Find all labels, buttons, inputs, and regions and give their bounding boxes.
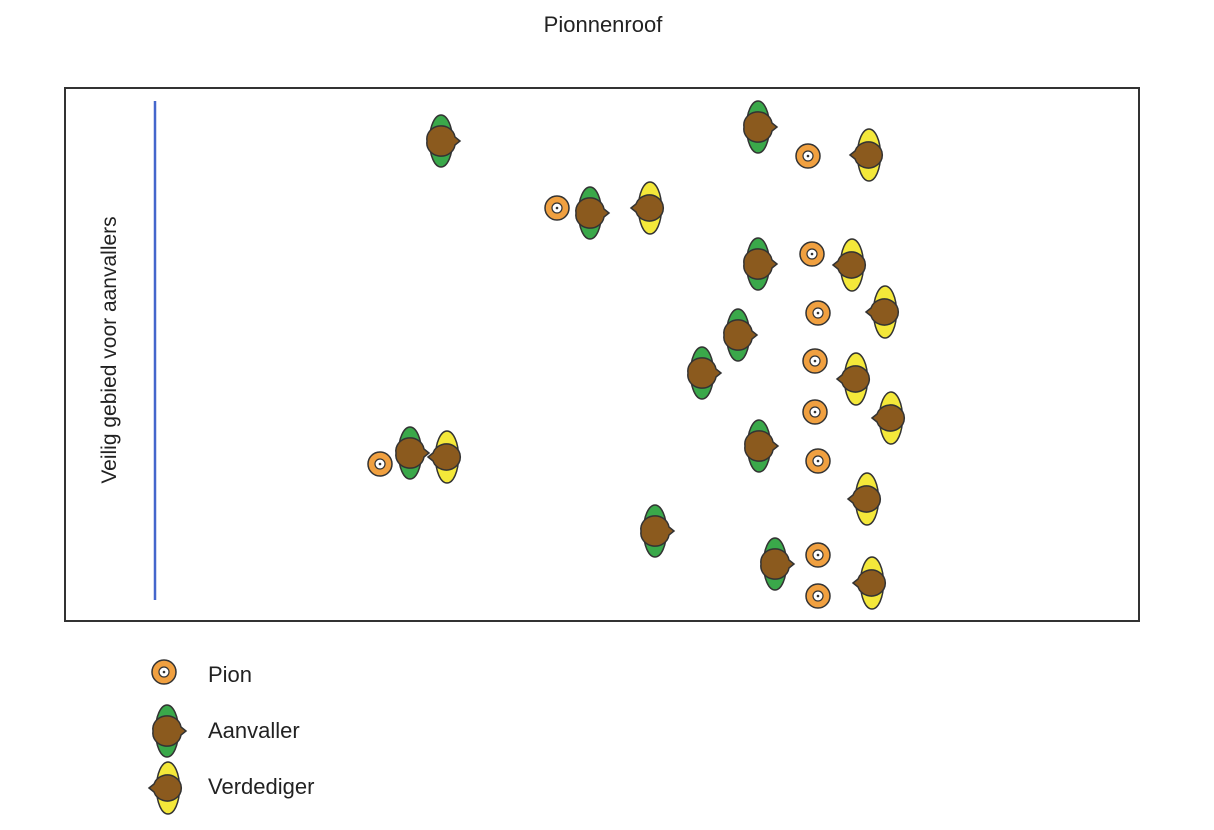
pion-icon [799,241,825,267]
aanvaller-icon [743,100,778,154]
aanvaller-icon [575,186,610,240]
verdediger-icon [832,238,895,292]
pion-icon [802,399,828,425]
aanvaller-icon [687,346,722,400]
pion-icon [805,300,831,326]
verdediger-icon [847,472,910,526]
field-boundary [64,87,1140,622]
legend-verdediger-icon [148,761,211,815]
pion-icon [367,451,393,477]
aanvaller-icon [640,504,675,558]
legend-label-aanvaller: Aanvaller [208,718,300,743]
legend-aanvaller-icon [152,704,187,758]
aanvaller-icon [426,114,461,168]
aanvaller-icon [743,237,778,291]
pion-icon [795,143,821,169]
safe-zone-label: Veilig gebied voor aanvallers [98,216,121,484]
verdediger-icon [630,181,693,235]
verdediger-icon [852,556,915,610]
legend-label-verdediger: Verdediger [208,774,315,799]
pion-icon [805,448,831,474]
aanvaller-icon [723,308,758,362]
aanvaller-icon [395,426,430,480]
legend-pion-icon [151,659,177,685]
verdediger-icon [427,430,490,484]
verdediger-icon [865,285,928,339]
pion-icon [802,348,828,374]
aanvaller-icon [760,537,795,591]
diagram-title: Pionnenroof [543,12,663,37]
verdediger-icon [849,128,912,182]
verdediger-icon [871,391,934,445]
pion-icon [805,542,831,568]
legend-label-pion: Pion [208,662,253,687]
pion-icon [805,583,831,609]
aanvaller-icon [744,419,779,473]
pion-icon [544,195,570,221]
